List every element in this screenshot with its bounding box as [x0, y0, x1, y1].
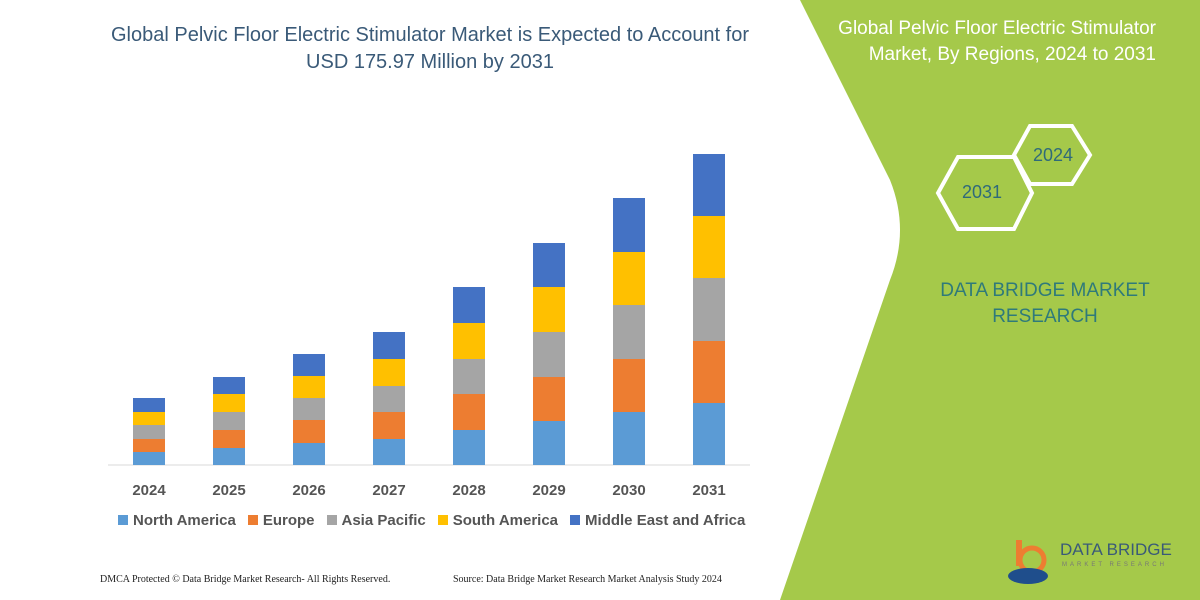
- bar-segment-2028-1: [453, 394, 485, 430]
- bar-segment-2026-1: [293, 420, 325, 443]
- legend-item: South America: [437, 512, 559, 529]
- bar-segment-2024-4: [133, 398, 165, 412]
- bar-segment-2027-2: [373, 386, 405, 412]
- legend-label: North America: [133, 512, 236, 529]
- x-tick-label: 2027: [372, 482, 405, 499]
- bar-segment-2031-4: [693, 154, 725, 216]
- logo-icon: [1008, 540, 1048, 584]
- footer-copyright: DMCA Protected © Data Bridge Market Rese…: [100, 574, 391, 585]
- bar-segment-2027-0: [373, 439, 405, 465]
- legend-swatch: [247, 515, 258, 525]
- bar-segment-2030-2: [613, 305, 645, 359]
- bar-segment-2026-3: [293, 376, 325, 398]
- bar-segment-2028-0: [453, 430, 485, 465]
- bar-segment-2025-4: [213, 377, 245, 394]
- bar-segment-2026-2: [293, 398, 325, 420]
- legend-swatch: [118, 515, 128, 525]
- legend-item: Europe: [247, 512, 315, 529]
- bar-segment-2028-2: [453, 359, 485, 394]
- bar-segment-2025-3: [213, 394, 245, 412]
- bar-segment-2024-1: [133, 439, 165, 452]
- bar-segment-2030-4: [613, 198, 645, 252]
- hex-label-2024: 2024: [1033, 145, 1074, 165]
- stacked-bar-chart: 2024 2025 2026 2027 2028 2029 2030 2031: [108, 154, 750, 499]
- bar-segment-2024-3: [133, 412, 165, 425]
- bar-segment-2029-1: [533, 377, 565, 421]
- bar-segment-2029-3: [533, 287, 565, 332]
- bar-segment-2027-1: [373, 412, 405, 439]
- legend-item: Asia Pacific: [326, 512, 426, 529]
- x-tick-label: 2024: [132, 482, 166, 499]
- bar-segment-2025-0: [213, 448, 245, 465]
- footer-source: Source: Data Bridge Market Research Mark…: [453, 574, 722, 585]
- x-tick-label: 2030: [612, 482, 645, 499]
- side-panel-title: Global Pelvic Floor Electric Stimulator …: [838, 18, 1156, 65]
- bar-segment-2030-1: [613, 359, 645, 412]
- bar-segment-2031-2: [693, 278, 725, 341]
- legend-label: Asia Pacific: [341, 512, 426, 529]
- x-tick-label: 2029: [532, 482, 565, 499]
- bar-segment-2026-0: [293, 443, 325, 465]
- bar-segment-2027-4: [373, 332, 405, 359]
- bar-segment-2031-3: [693, 216, 725, 278]
- bar-segment-2030-0: [613, 412, 645, 465]
- x-tick-label: 2031: [692, 482, 725, 499]
- legend-label: South America: [452, 512, 559, 529]
- legend-swatch: [326, 515, 337, 525]
- legend: North America Europe Asia Pacific South Ame…: [118, 512, 745, 529]
- bar-segment-2028-4: [453, 287, 485, 323]
- bar-segment-2031-1: [693, 341, 725, 403]
- legend-swatch: [570, 515, 581, 525]
- legend-swatch: [437, 515, 448, 525]
- bar-segment-2029-0: [533, 421, 565, 465]
- hex-2031-shape: [935, 155, 1035, 231]
- chart-title: Global Pelvic Floor Electric Stimulator …: [110, 24, 750, 73]
- bar-segment-2029-4: [533, 243, 565, 287]
- logo-subtext: MARKET RESEARCH: [1062, 562, 1167, 568]
- x-tick-label: 2025: [212, 482, 245, 499]
- legend-item: North America: [118, 512, 236, 529]
- x-tick-label: 2028: [452, 482, 485, 499]
- bar-segment-2024-2: [133, 425, 165, 439]
- bar-segment-2031-0: [693, 403, 725, 465]
- legend-label: Middle East and Africa: [585, 512, 746, 529]
- bar-segment-2028-3: [453, 323, 485, 359]
- bar-segment-2029-2: [533, 332, 565, 377]
- brand-text: DATA BRIDGE MARKET RESEARCH: [940, 280, 1150, 327]
- legend-label: Europe: [262, 512, 315, 529]
- logo-text: DATA BRIDGE: [1060, 540, 1172, 559]
- legend-item: Middle East and Africa: [570, 512, 745, 529]
- bar-segment-2027-3: [373, 359, 405, 386]
- bar-segment-2024-0: [133, 452, 165, 465]
- bar-segment-2025-1: [213, 430, 245, 448]
- bar-segment-2030-3: [613, 252, 645, 305]
- bar-segment-2025-2: [213, 412, 245, 430]
- x-tick-label: 2026: [292, 482, 325, 499]
- hex-label-2031: 2031: [962, 182, 1003, 202]
- bar-segment-2026-4: [293, 354, 325, 376]
